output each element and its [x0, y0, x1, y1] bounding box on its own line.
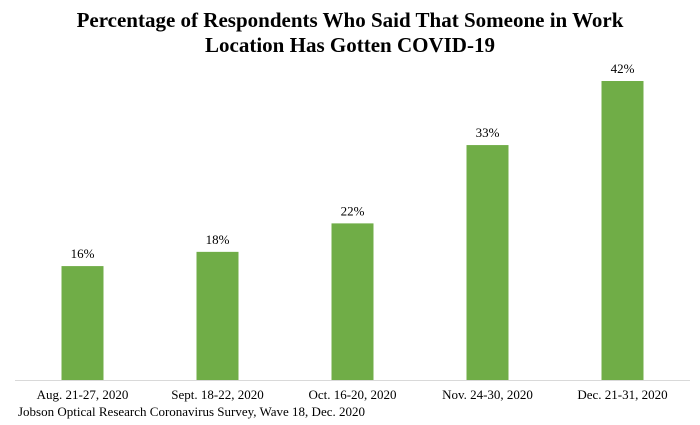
data-label-1: 16%	[71, 246, 95, 261]
bars-layer	[61, 81, 644, 380]
bar-3	[331, 223, 374, 380]
source-note: Jobson Optical Research Coronavirus Surv…	[18, 404, 365, 419]
chart-title: Percentage of Respondents Who Said That …	[0, 8, 700, 58]
category-label-1: Aug. 21-27, 2020	[37, 387, 129, 402]
category-label-4: Nov. 24-30, 2020	[442, 387, 533, 402]
chart-title-line-1: Percentage of Respondents Who Said That …	[76, 8, 624, 32]
bar-4	[466, 145, 509, 380]
data-label-5: 42%	[611, 61, 635, 76]
data-label-2: 18%	[206, 232, 230, 247]
category-label-2: Sept. 18-22, 2020	[171, 387, 263, 402]
category-labels-layer: Aug. 21-27, 2020 Sept. 18-22, 2020 Oct. 16…	[37, 387, 668, 402]
bar-5	[601, 81, 644, 380]
bar-2	[196, 251, 239, 380]
chart-title-line-2: Location Has Gotten COVID-19	[205, 33, 495, 57]
data-label-4: 33%	[476, 125, 500, 140]
category-label-5: Dec. 21-31, 2020	[577, 387, 667, 402]
category-label-3: Oct. 16-20, 2020	[308, 387, 396, 402]
bar-1	[61, 266, 104, 380]
value-labels-layer: 16% 18% 22% 33% 42%	[71, 61, 635, 261]
data-label-3: 22%	[341, 203, 365, 218]
